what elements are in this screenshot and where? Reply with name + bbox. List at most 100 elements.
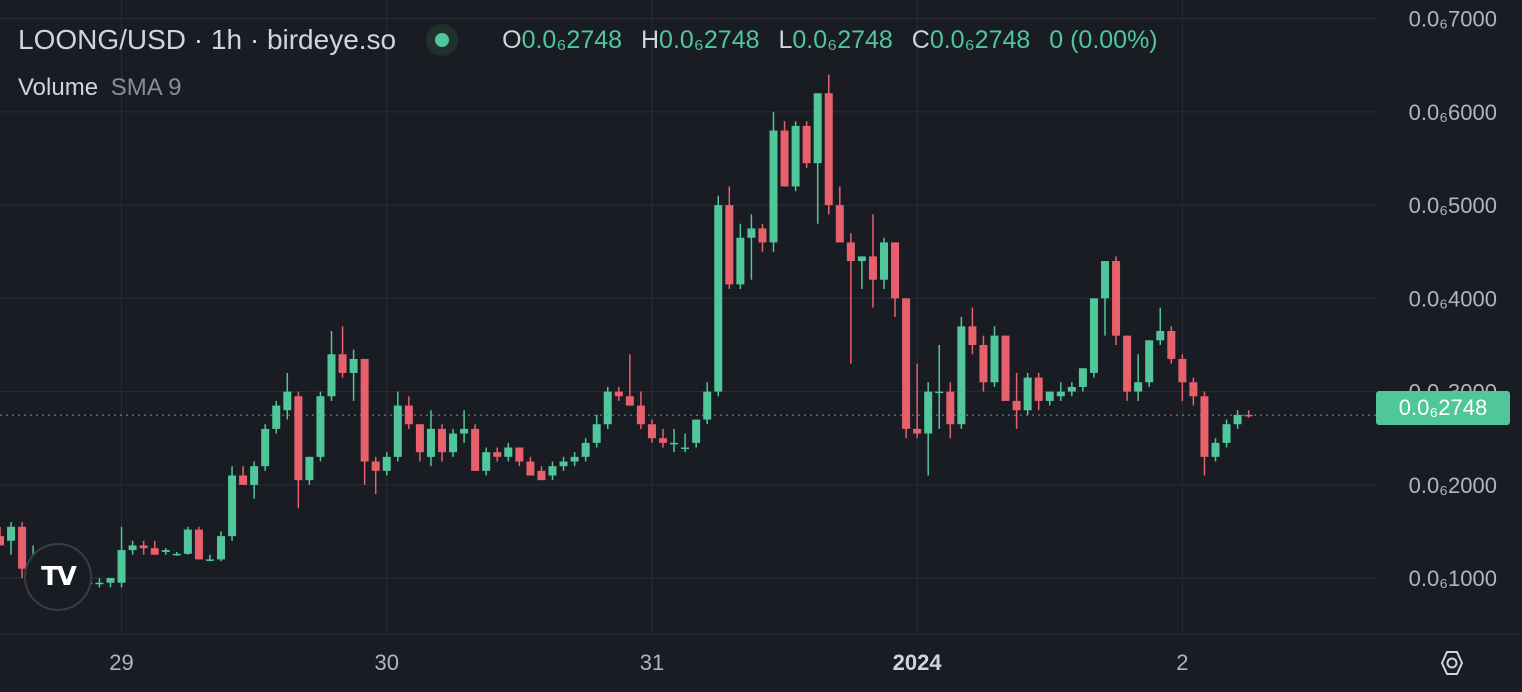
candle xyxy=(1034,372,1043,411)
candle-body xyxy=(1233,414,1242,425)
candle-body xyxy=(471,428,480,471)
tradingview-logo[interactable]: TV xyxy=(24,543,92,611)
candle xyxy=(1244,410,1253,418)
time-tick-label: 31 xyxy=(640,650,664,675)
last-price-value: 0.0₆2748 xyxy=(1398,395,1488,420)
candle xyxy=(636,391,645,429)
candle-body xyxy=(846,242,855,262)
candle xyxy=(1023,372,1032,415)
candle-body xyxy=(515,447,524,462)
candle xyxy=(272,400,281,434)
candle xyxy=(692,419,701,448)
candle xyxy=(239,466,248,485)
volume-legend[interactable]: Volume SMA 9 xyxy=(18,74,181,102)
candle xyxy=(1211,438,1220,462)
candle xyxy=(128,540,137,555)
candle xyxy=(769,111,778,252)
candle xyxy=(7,522,16,555)
candle-body xyxy=(1189,382,1198,397)
candle-body xyxy=(957,326,966,425)
candle xyxy=(139,540,148,555)
candle-body xyxy=(371,461,380,471)
candle xyxy=(426,410,435,467)
candle-body xyxy=(460,428,469,434)
time-tick-label: 29 xyxy=(109,650,133,675)
price-tick-label: 0.0₆4000 xyxy=(1409,286,1497,311)
candle xyxy=(338,326,347,378)
candle xyxy=(780,121,789,187)
candle-body xyxy=(968,326,977,345)
close-label: C xyxy=(911,25,930,54)
candle-body xyxy=(946,391,955,425)
candle-body xyxy=(603,391,612,425)
candle-body xyxy=(1067,386,1076,392)
candle xyxy=(625,354,634,406)
candle xyxy=(18,522,27,579)
candle-body xyxy=(791,125,800,187)
candle-body xyxy=(482,452,491,471)
candle-body xyxy=(183,529,192,554)
chart-legend: LOONG/USD · 1h · birdeye.so O0.0₆2748 H0… xyxy=(18,24,1158,56)
candle xyxy=(316,391,325,462)
candle xyxy=(813,93,822,224)
candle xyxy=(857,256,866,290)
candle-body xyxy=(581,442,590,457)
candle xyxy=(802,121,811,168)
candle xyxy=(902,298,911,439)
candle-body xyxy=(647,424,656,439)
candle-body xyxy=(139,545,148,549)
candle xyxy=(327,330,336,401)
candle-body xyxy=(327,354,336,397)
candle-body xyxy=(636,405,645,425)
candle xyxy=(957,317,966,429)
gear-icon[interactable] xyxy=(1432,646,1472,680)
candle xyxy=(1067,382,1076,397)
candle-body xyxy=(150,548,159,555)
candle-body xyxy=(813,93,822,164)
candle-body xyxy=(935,391,944,394)
candle xyxy=(614,386,623,401)
candles xyxy=(0,74,1253,593)
time-tick-label: 30 xyxy=(375,650,399,675)
time-axis[interactable]: 29 30 31 2024 2 xyxy=(109,650,1188,675)
candle xyxy=(1078,368,1087,392)
candle-body xyxy=(592,424,601,443)
candle xyxy=(846,233,855,364)
candle-body xyxy=(1034,377,1043,401)
candle xyxy=(294,391,303,509)
symbol-title[interactable]: LOONG/USD · 1h · birdeye.so xyxy=(18,24,397,55)
candle-body xyxy=(272,405,281,429)
candle-body xyxy=(747,228,756,238)
candle xyxy=(946,382,955,439)
candle xyxy=(703,382,712,425)
candle-body xyxy=(1112,261,1121,336)
candle-body xyxy=(194,529,203,560)
candle xyxy=(1200,391,1209,476)
candle xyxy=(117,526,126,588)
candle xyxy=(659,428,667,448)
candle-body xyxy=(205,559,214,561)
candle xyxy=(891,242,900,317)
candle-body xyxy=(979,344,988,383)
candle-body xyxy=(360,358,369,462)
price-axis[interactable]: 0.0₆70000.0₆60000.0₆50000.0₆40000.0₆3000… xyxy=(1409,7,1497,591)
candle xyxy=(1222,419,1231,448)
candle xyxy=(758,223,767,252)
candle xyxy=(537,466,546,481)
candle xyxy=(526,456,535,476)
candle-body xyxy=(1156,330,1165,341)
candle-body xyxy=(1023,377,1032,411)
candle xyxy=(1101,261,1109,336)
low-label: L xyxy=(778,25,793,54)
candle xyxy=(592,414,601,448)
candle-body xyxy=(1222,424,1231,443)
candle xyxy=(371,456,380,495)
candle xyxy=(1123,335,1132,401)
candle xyxy=(835,186,844,243)
candle-body xyxy=(703,391,712,420)
candle-body xyxy=(1101,261,1109,299)
candle-body xyxy=(1167,330,1176,359)
candle-body xyxy=(349,358,358,373)
candle-body xyxy=(128,545,137,551)
